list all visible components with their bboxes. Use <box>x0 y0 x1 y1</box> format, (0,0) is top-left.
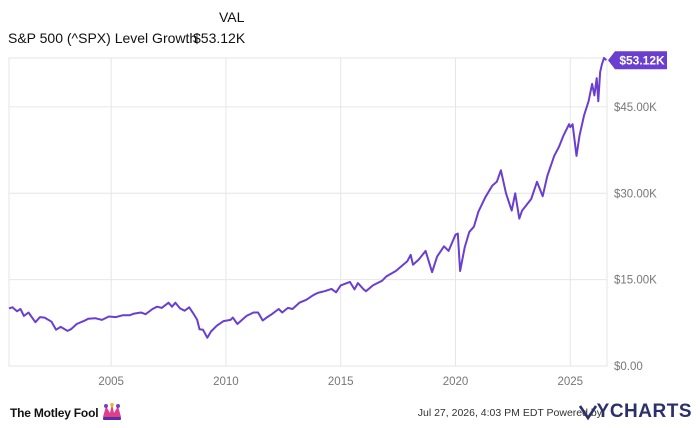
chart-legend: VAL S&P 500 (^SPX) Level Growth $53.12K <box>0 0 700 50</box>
x-tick-label: 2005 <box>98 376 124 388</box>
last-value-label: $53.12K <box>619 54 665 68</box>
plot-frame <box>8 57 608 367</box>
timestamp-text: Jul 27, 2026, 4:03 PM EDT Powered by <box>417 407 602 419</box>
x-tick-label: 2010 <box>213 376 239 388</box>
legend-series-name: S&P 500 (^SPX) Level Growth <box>8 30 198 46</box>
chart-footer: The Motley Fool Jul 27, 2026, 4:03 PM ED… <box>0 396 700 428</box>
y-tick-label: $45.00K <box>614 102 657 114</box>
ycharts-chevron-icon <box>578 405 597 420</box>
legend-column-header: VAL <box>219 9 245 25</box>
x-tick-label: 2025 <box>557 376 583 388</box>
x-tick-label: 2015 <box>328 376 354 388</box>
last-value-badge <box>608 51 667 70</box>
jester-hat-icon <box>103 403 122 420</box>
series-line-sp500 <box>8 57 607 339</box>
y-tick-label: $15.00K <box>614 275 657 287</box>
motley-fool-brand: The Motley Fool <box>10 402 123 424</box>
y-tick-label: $0.00 <box>614 361 643 373</box>
sp500-growth-chart: $0.00 $15.00K $30.00K $45.00K 2005 2010 2015 20… <box>8 51 667 388</box>
x-tick-label: 2020 <box>443 376 469 388</box>
ycharts-logo: YCHARTS <box>578 401 692 423</box>
y-tick-label: $30.00K <box>614 188 657 200</box>
motley-fool-logo-text: The Motley Fool <box>10 406 99 420</box>
ycharts-logo-text: YCHARTS <box>596 401 692 422</box>
legend-series-value: $53.12K <box>193 30 246 46</box>
